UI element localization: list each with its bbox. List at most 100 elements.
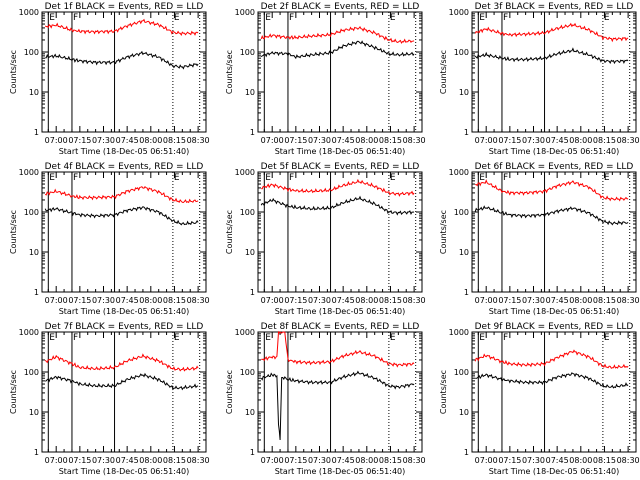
- x-tick-label: 07:30: [92, 456, 115, 465]
- lld-series-line: [44, 353, 199, 372]
- y-axis-label: Counts/sec: [225, 50, 234, 94]
- event-marker-label: E: [265, 333, 271, 343]
- x-axis-label: Start Time (18-Dec-05 06:51:40): [275, 307, 406, 316]
- x-axis-label: Start Time (18-Dec-05 06:51:40): [59, 147, 190, 156]
- y-tick-label: 1000: [19, 8, 39, 17]
- plot-frame: [471, 331, 637, 453]
- x-tick-label: 08:00: [355, 296, 378, 305]
- x-tick-label: 08:30: [403, 456, 426, 465]
- y-tick-label: 100: [240, 368, 255, 377]
- x-tick-label: 08:15: [379, 296, 402, 305]
- panel-det-3f: Det 3f BLACK = Events, RED = LLD 1 10 100 10…: [439, 2, 640, 156]
- panel-title: Det 7f BLACK = Events, RED = LLD: [45, 322, 204, 332]
- x-axis-label: Start Time (18-Dec-05 06:51:40): [489, 467, 620, 476]
- panel-det-4f: Det 4f BLACK = Events, RED = LLD 1 10 100 10…: [9, 162, 210, 316]
- x-tick-label: 07:15: [68, 456, 91, 465]
- events-series-line: [45, 50, 199, 70]
- event-marker-label: E: [390, 333, 396, 343]
- panel-title: Det 1f BLACK = Events, RED = LLD: [45, 2, 204, 12]
- event-marker-label: F: [73, 333, 78, 343]
- event-marker-label: E: [390, 13, 396, 23]
- x-tick-label: 07:15: [498, 456, 521, 465]
- y-tick-label: 100: [24, 368, 39, 377]
- x-tick-label: 07:45: [116, 456, 139, 465]
- y-tick-label: 1000: [235, 328, 255, 337]
- y-tick-label: 10: [245, 88, 255, 97]
- lld-series-line: [261, 330, 415, 368]
- panel-title: Det 2f BLACK = Events, RED = LLD: [261, 2, 420, 12]
- x-tick-label: 08:30: [403, 136, 426, 145]
- x-axis-label: Start Time (18-Dec-05 06:51:40): [489, 307, 620, 316]
- x-axis-label: Start Time (18-Dec-05 06:51:40): [489, 147, 620, 156]
- lld-series-line: [44, 185, 199, 204]
- y-tick-label: 100: [454, 368, 469, 377]
- x-tick-label: 08:15: [593, 296, 616, 305]
- events-series-line: [260, 40, 415, 60]
- x-tick-label: 07:15: [284, 456, 307, 465]
- x-tick-label: 07:45: [332, 296, 355, 305]
- x-tick-label: 08:30: [403, 296, 426, 305]
- x-tick-label: 08:00: [139, 136, 162, 145]
- x-tick-label: 07:00: [475, 296, 498, 305]
- lld-series-line: [260, 26, 415, 44]
- x-tick-label: 07:45: [116, 136, 139, 145]
- event-marker-label: F: [289, 333, 294, 343]
- lld-series-line: [475, 179, 629, 202]
- x-tick-label: 07:30: [308, 456, 331, 465]
- x-tick-label: 07:00: [45, 296, 68, 305]
- y-axis-label: Counts/sec: [9, 370, 18, 414]
- x-tick-label: 08:15: [593, 456, 616, 465]
- plot-frame: [257, 171, 423, 293]
- y-tick-label: 10: [459, 408, 469, 417]
- event-marker-label: E: [265, 13, 271, 23]
- y-axis-label: Counts/sec: [439, 210, 448, 254]
- x-tick-label: 07:00: [475, 456, 498, 465]
- event-marker-label: E: [49, 333, 55, 343]
- x-tick-label: 07:15: [284, 136, 307, 145]
- x-axis-label: Start Time (18-Dec-05 06:51:40): [59, 467, 190, 476]
- y-axis-label: Counts/sec: [439, 370, 448, 414]
- y-tick-label: 100: [24, 208, 39, 217]
- event-marker-label: F: [503, 333, 508, 343]
- x-tick-label: 07:30: [522, 296, 545, 305]
- y-tick-label: 1000: [19, 328, 39, 337]
- x-tick-label: 08:00: [139, 296, 162, 305]
- y-tick-label: 1: [464, 128, 469, 137]
- event-marker-label: E: [174, 13, 180, 23]
- y-tick-label: 1000: [19, 168, 39, 177]
- x-tick-label: 07:00: [45, 456, 68, 465]
- x-tick-label: 07:15: [68, 296, 91, 305]
- x-tick-label: 08:30: [617, 456, 640, 465]
- x-tick-label: 07:00: [261, 296, 284, 305]
- x-tick-label: 08:00: [569, 456, 592, 465]
- event-marker-label: E: [174, 333, 180, 343]
- event-marker-label: E: [479, 13, 485, 23]
- x-tick-label: 07:00: [261, 456, 284, 465]
- panel-title: Det 9f BLACK = Events, RED = LLD: [475, 322, 634, 332]
- x-tick-label: 07:15: [284, 296, 307, 305]
- plot-frame: [41, 171, 207, 293]
- panel-det-9f: Det 9f BLACK = Events, RED = LLD 1 10 100 10…: [439, 322, 640, 476]
- y-tick-label: 100: [454, 48, 469, 57]
- lld-series-line: [44, 18, 199, 36]
- y-tick-label: 1000: [449, 8, 469, 17]
- lld-series-line: [474, 349, 629, 369]
- event-marker-label: E: [49, 173, 55, 183]
- event-marker-label: F: [73, 173, 78, 183]
- y-axis-label: Counts/sec: [225, 210, 234, 254]
- y-tick-label: 10: [245, 408, 255, 417]
- panel-det-6f: Det 6f BLACK = Events, RED = LLD 1 10 100 10…: [439, 162, 640, 316]
- event-marker-label: E: [604, 13, 610, 23]
- y-tick-label: 1: [34, 448, 39, 457]
- y-tick-label: 10: [29, 408, 39, 417]
- y-axis-label: Counts/sec: [9, 50, 18, 94]
- panel-title: Det 8f BLACK = Events, RED = LLD: [261, 322, 420, 332]
- event-marker-label: E: [49, 13, 55, 23]
- x-tick-label: 08:00: [569, 136, 592, 145]
- y-tick-label: 10: [29, 88, 39, 97]
- event-marker-label: E: [479, 333, 485, 343]
- x-tick-label: 07:45: [546, 456, 569, 465]
- event-marker-label: F: [289, 13, 294, 23]
- y-tick-label: 1: [464, 448, 469, 457]
